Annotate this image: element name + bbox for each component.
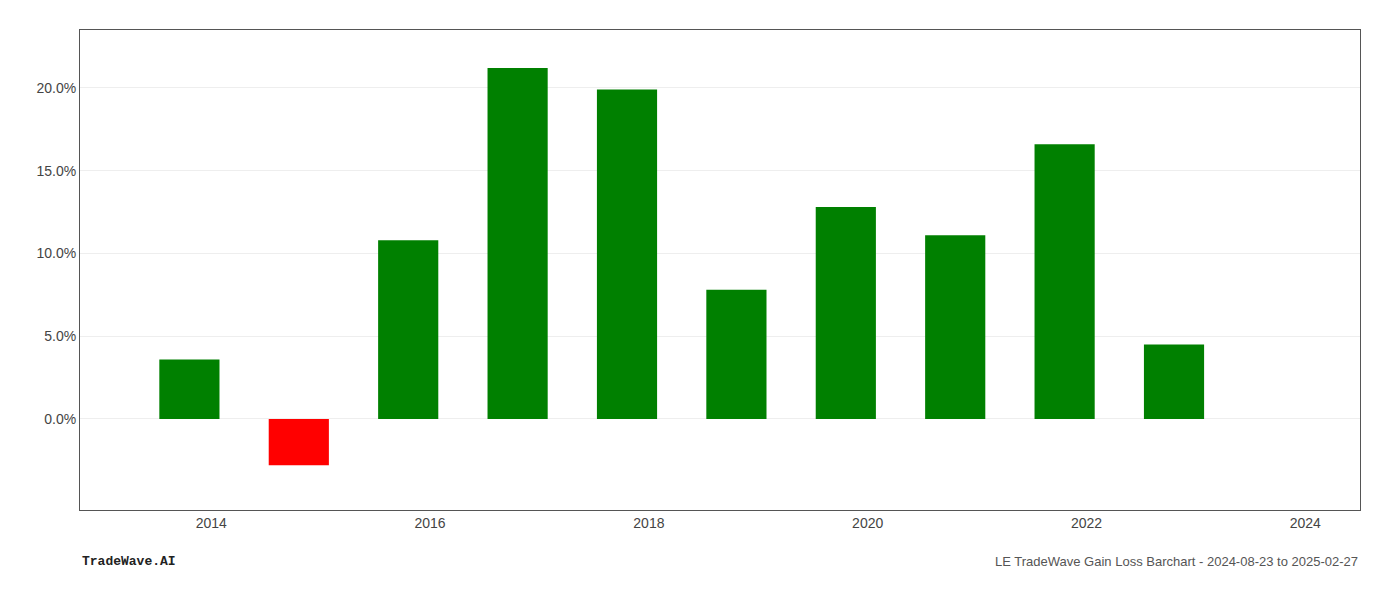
- svg-text:5.0%: 5.0%: [44, 328, 76, 344]
- svg-text:2016: 2016: [415, 515, 446, 531]
- svg-text:2022: 2022: [1071, 515, 1102, 531]
- svg-text:0.0%: 0.0%: [44, 411, 76, 427]
- svg-text:2020: 2020: [852, 515, 883, 531]
- svg-text:TradeWave.AI: TradeWave.AI: [82, 554, 176, 569]
- svg-text:10.0%: 10.0%: [36, 245, 76, 261]
- svg-text:15.0%: 15.0%: [36, 163, 76, 179]
- svg-text:2024: 2024: [1290, 515, 1321, 531]
- svg-text:20.0%: 20.0%: [36, 80, 76, 96]
- svg-text:2018: 2018: [633, 515, 664, 531]
- svg-text:LE TradeWave Gain Loss Barchar: LE TradeWave Gain Loss Barchart - 2024-0…: [995, 554, 1358, 569]
- svg-text:2014: 2014: [196, 515, 227, 531]
